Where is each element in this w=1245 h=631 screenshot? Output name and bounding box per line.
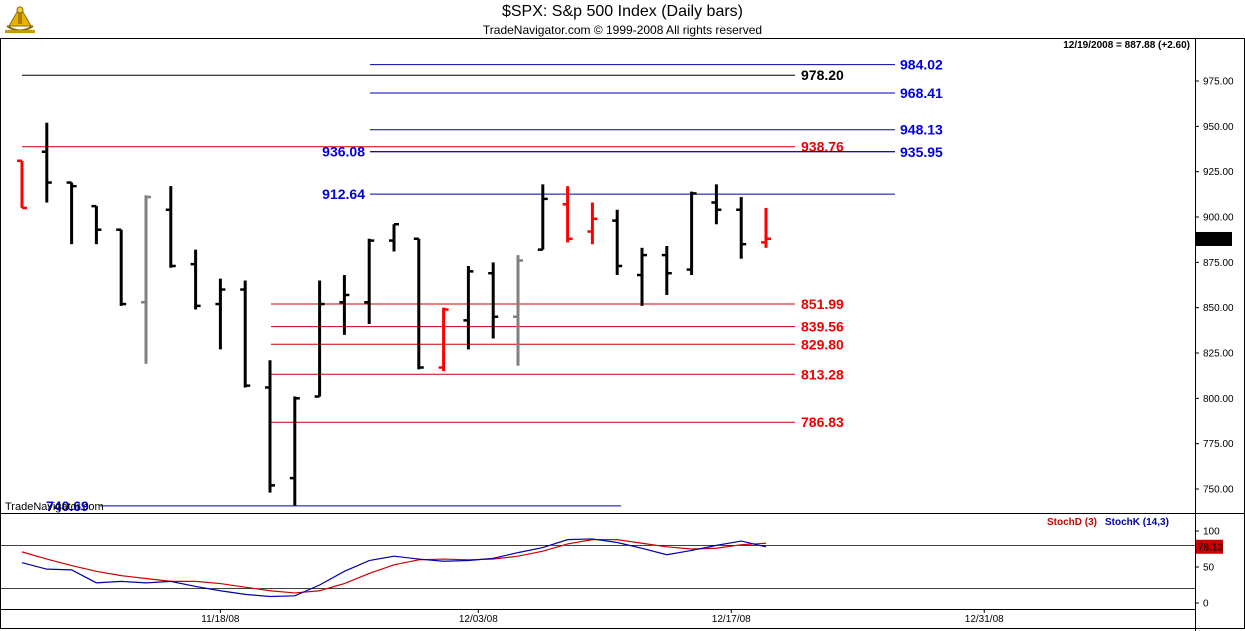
y-tick-label: 800.00 bbox=[1203, 394, 1234, 405]
y-tick-label: 925.00 bbox=[1203, 167, 1234, 178]
price-panel: 750.00 775.00 800.00 825.00 850.00 875.00 900.… bbox=[17, 57, 1234, 514]
ohlc-bar bbox=[339, 275, 350, 335]
level-label: 968.41 bbox=[900, 85, 943, 101]
ohlc-bar bbox=[265, 360, 275, 493]
watermark: TradeNavigator.com bbox=[5, 501, 104, 513]
stochastic-panel: 0 50 100 StochD (3) StochK (14,3) 78.13 bbox=[0, 517, 1223, 610]
x-tick-label: 12/17/08 bbox=[712, 614, 751, 625]
ohlc-bar bbox=[761, 207, 771, 248]
level-label: 786.83 bbox=[801, 414, 844, 430]
ohlc-bar bbox=[91, 204, 102, 245]
level-label: 839.56 bbox=[801, 319, 844, 335]
stoch-y-tick-label: 50 bbox=[1203, 563, 1215, 574]
stoch-last-tag bbox=[1196, 539, 1223, 554]
ohlc-bar bbox=[463, 265, 474, 350]
y-tick-label: 900.00 bbox=[1203, 213, 1234, 224]
ohlc-bar bbox=[711, 184, 722, 225]
stoch-y-tick-label: 100 bbox=[1203, 527, 1220, 538]
ohlc-bar bbox=[587, 202, 598, 245]
level-label: 978.20 bbox=[801, 67, 844, 83]
ohlc-bar bbox=[17, 159, 27, 210]
stoch-series-line bbox=[21, 539, 767, 594]
ohlc-bar bbox=[240, 280, 251, 388]
y-tick-label: 825.00 bbox=[1203, 349, 1234, 360]
level-label: 984.02 bbox=[900, 57, 943, 73]
sextant-logo-icon bbox=[3, 4, 37, 36]
ohlc-bar bbox=[488, 262, 499, 339]
level-label: 948.13 bbox=[900, 122, 943, 138]
ohlc-bar bbox=[562, 186, 573, 243]
ohlc-bar bbox=[637, 247, 647, 306]
ohlc-bar bbox=[686, 191, 697, 276]
ohlc-bar bbox=[289, 396, 300, 506]
ohlc-bar bbox=[612, 209, 623, 276]
ohlc-bar bbox=[661, 246, 672, 295]
y-tick-label: 950.00 bbox=[1203, 122, 1234, 133]
level-label: 912.64 bbox=[322, 186, 365, 202]
x-tick-label: 12/03/08 bbox=[459, 614, 498, 625]
level-label: 829.80 bbox=[801, 336, 844, 352]
stoch-series-line bbox=[21, 538, 767, 598]
y-tick-label: 750.00 bbox=[1203, 485, 1234, 496]
level-label: 936.08 bbox=[322, 144, 365, 160]
ohlc-bar bbox=[190, 249, 201, 310]
ohlc-bar bbox=[736, 197, 747, 259]
ohlc-bar bbox=[413, 237, 424, 370]
ohlc-bar bbox=[215, 278, 226, 350]
ohlc-bar bbox=[41, 122, 52, 203]
ohlc-bar bbox=[537, 184, 548, 251]
y-tick-label: 850.00 bbox=[1203, 303, 1234, 314]
chart-title: $SPX: S&p 500 Index (Daily bars) bbox=[501, 3, 743, 20]
ohlc-bar bbox=[141, 195, 151, 364]
chart-subtitle: TradeNavigator.com © 1999-2008 All right… bbox=[482, 23, 763, 37]
x-tick-label: 11/18/08 bbox=[201, 614, 240, 625]
legend-stoch-d: StochD (3) bbox=[1047, 517, 1097, 528]
level-label: 935.95 bbox=[900, 144, 943, 160]
ohlc-bar bbox=[364, 238, 375, 324]
last-price-info: 12/19/2008 = 887.88 (+2.60) bbox=[1063, 40, 1190, 51]
ohlc-bar bbox=[513, 255, 523, 366]
y-tick-label: 775.00 bbox=[1203, 439, 1234, 450]
ohlc-bar bbox=[314, 280, 325, 398]
level-label: 938.76 bbox=[801, 139, 844, 155]
ohlc-bar bbox=[438, 307, 449, 372]
level-label: 813.28 bbox=[801, 366, 844, 382]
last-price-tag bbox=[1196, 231, 1232, 246]
stoch-y-tick-label: 0 bbox=[1203, 599, 1209, 610]
y-tick-label: 975.00 bbox=[1203, 77, 1234, 88]
ohlc-bar bbox=[389, 223, 399, 252]
chart-header: $SPX: S&p 500 Index (Daily bars) TradeNa… bbox=[0, 0, 1245, 38]
y-tick-label: 875.00 bbox=[1203, 258, 1234, 269]
last-price-label: 887.88 bbox=[1198, 235, 1229, 246]
stoch-last-label: 78.13 bbox=[1198, 543, 1223, 554]
level-label: 851.99 bbox=[801, 296, 844, 312]
ohlc-bar bbox=[165, 186, 176, 268]
level-label: 740.69 bbox=[46, 498, 89, 514]
x-axis: 11/18/08 12/03/08 12/17/08 12/31/08 bbox=[201, 609, 1004, 625]
ohlc-bar bbox=[116, 228, 127, 306]
legend-stoch-k: StochK (14,3) bbox=[1105, 517, 1169, 528]
ohlc-bar bbox=[66, 181, 77, 245]
x-tick-label: 12/31/08 bbox=[965, 614, 1004, 625]
